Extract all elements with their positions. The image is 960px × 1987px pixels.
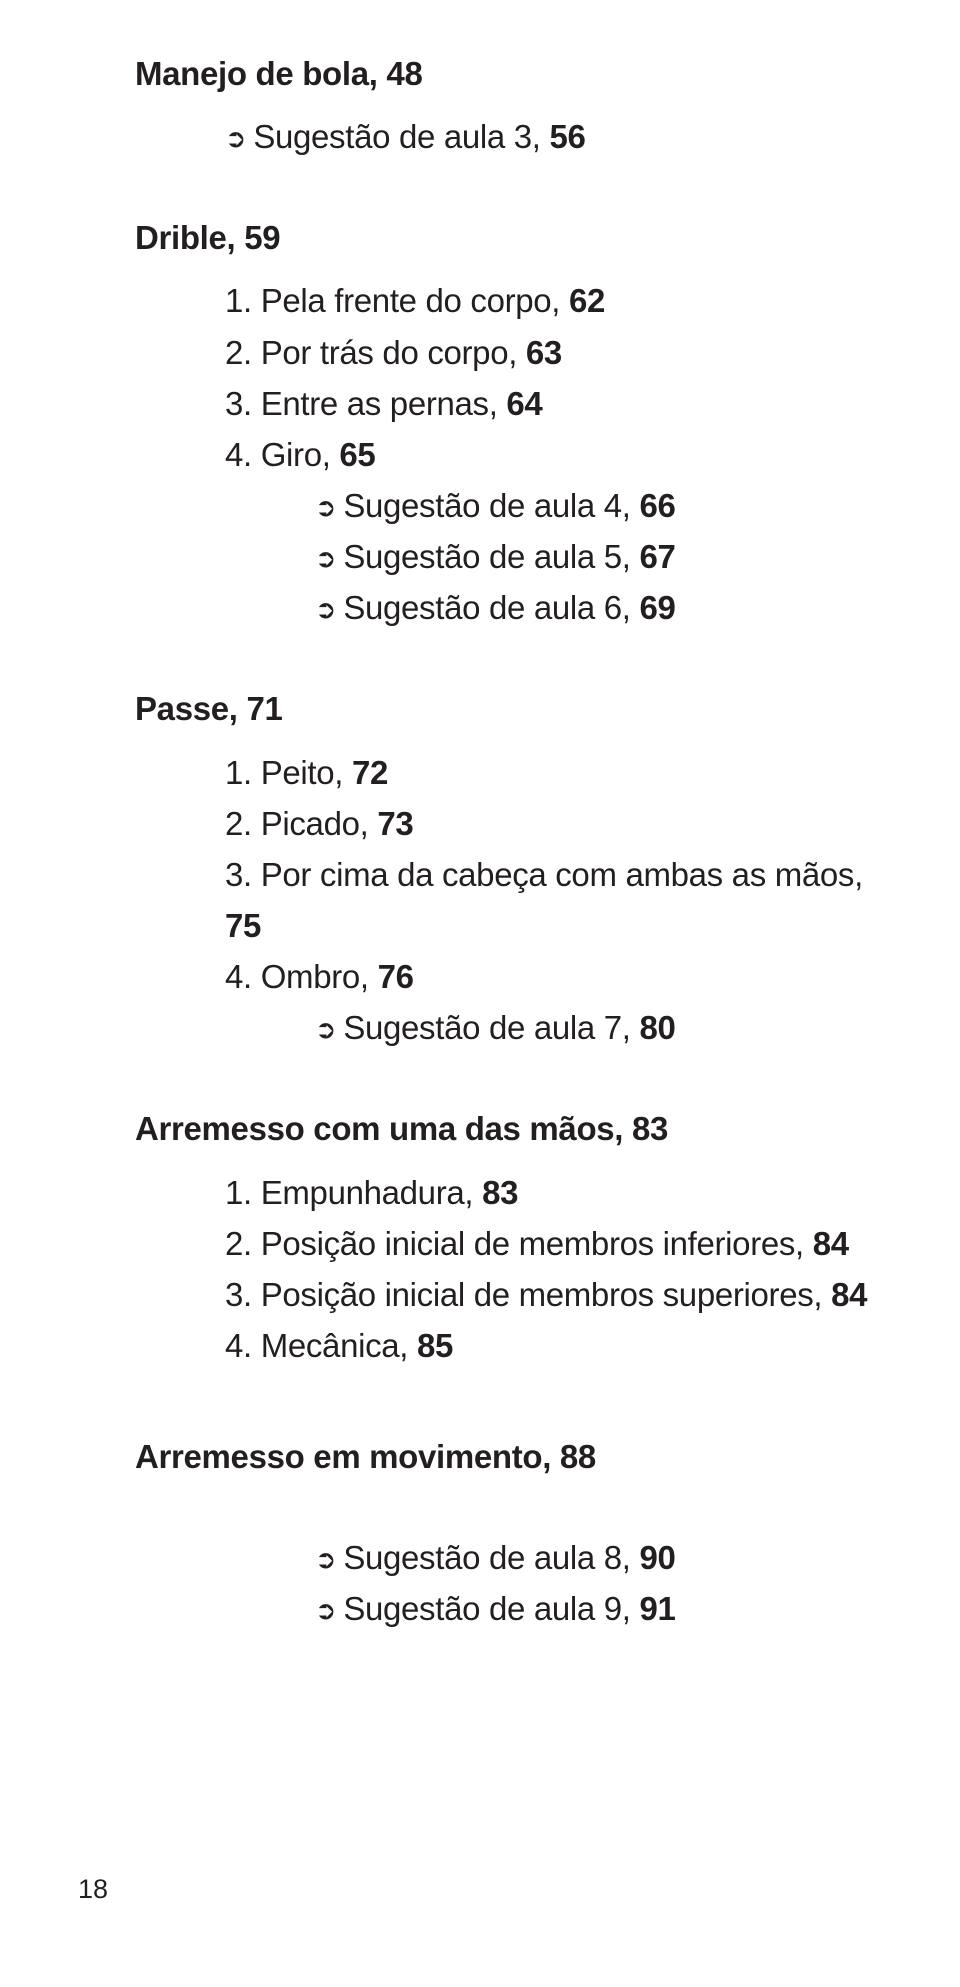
item-page: 84 bbox=[831, 1276, 867, 1313]
suggestion-text: Sugestão de aula 8, bbox=[343, 1539, 639, 1576]
suggestion-text: Sugestão de aula 4, bbox=[343, 487, 639, 524]
toc-item: 4. Ombro, 76 bbox=[225, 951, 872, 1002]
toc-item: 2. Por trás do corpo, 63 bbox=[225, 327, 872, 378]
suggestion-page: 67 bbox=[639, 538, 675, 575]
suggestion-text: Sugestão de aula 7, bbox=[343, 1009, 639, 1046]
item-number: 3. bbox=[225, 856, 261, 893]
item-number: 1. bbox=[225, 282, 261, 319]
arrow-icon: ➲ bbox=[225, 120, 253, 160]
suggestion-text: Sugestão de aula 9, bbox=[343, 1590, 639, 1627]
item-text: Peito, bbox=[261, 754, 352, 791]
item-page: 75 bbox=[225, 907, 261, 944]
suggestion-page: 91 bbox=[639, 1590, 675, 1627]
section-heading-drible: Drible, 59 bbox=[135, 212, 872, 263]
item-text: Por trás do corpo, bbox=[261, 334, 526, 371]
toc-item: 4. Giro, 65 bbox=[225, 429, 872, 480]
heading-page: 88 bbox=[560, 1438, 596, 1475]
suggestion-page: 80 bbox=[639, 1009, 675, 1046]
arrow-icon: ➲ bbox=[315, 489, 343, 529]
item-page: 85 bbox=[417, 1327, 453, 1364]
item-text: Pela frente do corpo, bbox=[261, 282, 569, 319]
item-page: 72 bbox=[352, 754, 388, 791]
item-number: 2. bbox=[225, 805, 261, 842]
suggestion-line: ➲Sugestão de aula 7, 80 bbox=[315, 1002, 872, 1053]
suggestion-line: ➲Sugestão de aula 6, 69 bbox=[315, 582, 872, 633]
heading-text: Drible, bbox=[135, 219, 244, 256]
suggestion-page: 56 bbox=[549, 118, 585, 155]
item-number: 2. bbox=[225, 1225, 261, 1262]
item-text: Empunhadura, bbox=[261, 1174, 482, 1211]
section-heading-manejo: Manejo de bola, 48 bbox=[135, 48, 872, 99]
toc-item: 2. Posição inicial de membros inferiores… bbox=[225, 1218, 872, 1269]
suggestion-line: ➲Sugestão de aula 5, 67 bbox=[315, 531, 872, 582]
section-heading-arremesso-mov: Arremesso em movimento, 88 bbox=[135, 1431, 872, 1482]
item-page: 62 bbox=[569, 282, 605, 319]
heading-page: 83 bbox=[632, 1110, 668, 1147]
toc-item: 4. Mecânica, 85 bbox=[225, 1320, 872, 1371]
section-heading-passe: Passe, 71 bbox=[135, 683, 872, 734]
toc-item: 1. Empunhadura, 83 bbox=[225, 1167, 872, 1218]
item-page: 64 bbox=[506, 385, 542, 422]
item-number: 2. bbox=[225, 334, 261, 371]
heading-page: 48 bbox=[386, 55, 422, 92]
item-number: 4. bbox=[225, 958, 261, 995]
toc-item: 3. Posição inicial de membros superiores… bbox=[225, 1269, 872, 1320]
item-text: Entre as pernas, bbox=[261, 385, 507, 422]
heading-text: Arremesso em movimento, bbox=[135, 1438, 560, 1475]
item-number: 3. bbox=[225, 1276, 261, 1313]
toc-item: 1. Pela frente do corpo, 62 bbox=[225, 275, 872, 326]
item-number: 1. bbox=[225, 1174, 261, 1211]
item-page: 73 bbox=[377, 805, 413, 842]
suggestion-line: ➲Sugestão de aula 3, 56 bbox=[225, 111, 872, 162]
arrow-icon: ➲ bbox=[315, 540, 343, 580]
item-page: 76 bbox=[378, 958, 414, 995]
item-text: Picado, bbox=[261, 805, 378, 842]
item-text: Posição inicial de membros superiores, bbox=[261, 1276, 831, 1313]
toc-item: 2. Picado, 73 bbox=[225, 798, 872, 849]
item-number: 1. bbox=[225, 754, 261, 791]
suggestion-text: Sugestão de aula 3, bbox=[253, 118, 549, 155]
suggestion-page: 66 bbox=[639, 487, 675, 524]
item-text: Mecânica, bbox=[261, 1327, 417, 1364]
suggestion-line: ➲Sugestão de aula 8, 90 bbox=[315, 1532, 872, 1583]
item-page: 84 bbox=[813, 1225, 849, 1262]
toc-item: 3. Por cima da cabeça com ambas as mãos,… bbox=[225, 849, 872, 951]
heading-text: Arremesso com uma das mãos, bbox=[135, 1110, 632, 1147]
arrow-icon: ➲ bbox=[315, 1011, 343, 1051]
suggestion-text: Sugestão de aula 5, bbox=[343, 538, 639, 575]
arrow-icon: ➲ bbox=[315, 591, 343, 631]
suggestion-page: 69 bbox=[639, 589, 675, 626]
item-number: 3. bbox=[225, 385, 261, 422]
arrow-icon: ➲ bbox=[315, 1592, 343, 1632]
item-text: Posição inicial de membros inferiores, bbox=[261, 1225, 813, 1262]
item-text: Por cima da cabeça com ambas as mãos, bbox=[261, 856, 863, 893]
suggestion-line: ➲Sugestão de aula 9, 91 bbox=[315, 1583, 872, 1634]
suggestion-line: ➲Sugestão de aula 4, 66 bbox=[315, 480, 872, 531]
heading-page: 59 bbox=[244, 219, 280, 256]
item-page: 65 bbox=[339, 436, 375, 473]
arrow-icon: ➲ bbox=[315, 1541, 343, 1581]
toc-item: 1. Peito, 72 bbox=[225, 747, 872, 798]
heading-page: 71 bbox=[246, 690, 282, 727]
heading-text: Passe, bbox=[135, 690, 246, 727]
item-number: 4. bbox=[225, 1327, 261, 1364]
item-text: Ombro, bbox=[261, 958, 378, 995]
item-number: 4. bbox=[225, 436, 261, 473]
page-number: 18 bbox=[78, 1874, 108, 1905]
section-heading-arremesso: Arremesso com uma das mãos, 83 bbox=[135, 1103, 872, 1154]
suggestion-page: 90 bbox=[639, 1539, 675, 1576]
heading-text: Manejo de bola, bbox=[135, 55, 386, 92]
item-page: 63 bbox=[526, 334, 562, 371]
item-text: Giro, bbox=[261, 436, 340, 473]
item-page: 83 bbox=[482, 1174, 518, 1211]
suggestion-text: Sugestão de aula 6, bbox=[343, 589, 639, 626]
toc-item: 3. Entre as pernas, 64 bbox=[225, 378, 872, 429]
